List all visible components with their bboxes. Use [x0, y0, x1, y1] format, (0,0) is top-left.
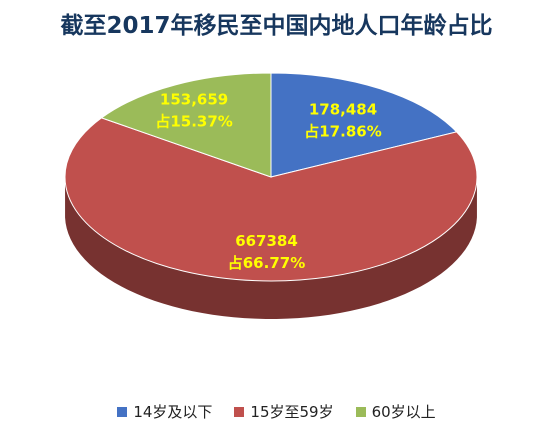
legend: 14岁及以下 15岁至59岁 60岁以上	[0, 401, 553, 422]
data-label-percent-1: 占66.77%	[228, 254, 305, 272]
data-label-percent-2: 占15.37%	[155, 113, 232, 131]
pie-side-1-0	[65, 179, 477, 319]
legend-swatch-0	[117, 406, 128, 417]
chart-title: 截至2017年移民至中国内地人口年龄占比	[60, 13, 493, 39]
legend-swatch-2	[355, 406, 366, 417]
legend-item-2: 60岁以上	[355, 401, 436, 422]
legend-label-0: 14岁及以下	[133, 403, 213, 421]
legend-swatch-1	[234, 406, 245, 417]
data-label-value-2: 153,659	[160, 91, 228, 109]
pie-slice-0	[270, 72, 458, 178]
legend-item-1: 15岁至59岁	[234, 401, 334, 422]
pie-slice-2	[100, 72, 272, 178]
legend-label-1: 15岁至59岁	[250, 403, 334, 421]
legend-item-0: 14岁及以下	[117, 401, 212, 422]
data-label-value-1: 667384	[235, 232, 298, 250]
pie-slice-1	[64, 117, 478, 282]
legend-label-2: 60岁以上	[371, 403, 436, 421]
data-label-value-0: 178,484	[309, 100, 377, 118]
data-label-percent-0: 占17.86%	[304, 122, 381, 140]
